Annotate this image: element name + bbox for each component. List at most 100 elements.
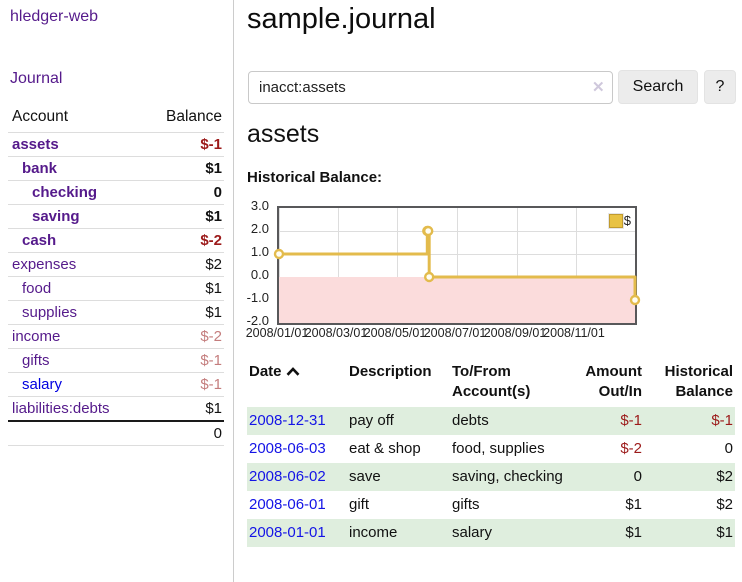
- transaction-accounts: saving, checking: [452, 468, 563, 485]
- data-point-marker: [629, 294, 641, 306]
- account-link-cash[interactable]: cash: [22, 232, 57, 249]
- transaction-description: eat & shop: [349, 440, 421, 457]
- clear-search-icon[interactable]: ✕: [592, 79, 605, 96]
- account-cell: saving: [8, 204, 145, 229]
- transaction-date-cell: 2008-01-01: [247, 519, 347, 547]
- account-link-liabilities-debts[interactable]: liabilities:debts: [12, 400, 110, 417]
- transaction-balance: $2: [716, 468, 733, 485]
- account-cell: gifts: [8, 348, 145, 373]
- transaction-date-cell: 2008-12-31: [247, 407, 347, 435]
- register-header-description: Description: [349, 363, 432, 380]
- account-balance: $1: [144, 276, 224, 301]
- account-cell: liabilities:debts: [8, 396, 145, 422]
- transaction-date-cell: 2008-06-01: [247, 491, 347, 519]
- account-balance: $1: [144, 156, 224, 181]
- balance-chart: $: [273, 206, 641, 325]
- account-row: gifts $-1: [8, 348, 224, 373]
- transaction-date-cell: 2008-06-02: [247, 463, 347, 491]
- brand-link[interactable]: hledger-web: [10, 8, 99, 25]
- transaction-description: pay off: [349, 412, 394, 429]
- register-header-accounts: To/From Account(s): [452, 363, 531, 400]
- account-cell: salary: [8, 372, 145, 397]
- gridline-v: [279, 208, 280, 323]
- account-balance: 0: [144, 180, 224, 205]
- sidebar-item-journal[interactable]: Journal: [10, 70, 63, 87]
- chart-series: [273, 225, 641, 306]
- transaction-description: income: [349, 524, 398, 541]
- y-tick-label: 3.0: [250, 198, 269, 213]
- account-cell: expenses: [8, 252, 145, 277]
- register-table: Date Description To/From Account(s) Amou…: [247, 357, 735, 547]
- sidebar-divider: [233, 0, 234, 582]
- sort-ascending-icon: [286, 362, 300, 382]
- account-balance: $2: [144, 252, 224, 277]
- transaction-accounts: gifts: [452, 496, 480, 513]
- account-link-saving[interactable]: saving: [32, 208, 80, 225]
- transaction-row: 2008-06-03 eat & shop food, supplies $-2 0: [247, 435, 735, 463]
- search-button[interactable]: Search: [618, 70, 698, 104]
- x-tick-label: 2008/09/01: [483, 326, 547, 340]
- chart-x-axis-labels: 2008/01/01 2008/03/01 2008/05/01 2008/07/01…: [246, 326, 633, 342]
- gridline-v: [457, 208, 458, 323]
- x-tick-label: 2008/07/01: [423, 326, 487, 340]
- y-tick-label: -1.0: [246, 290, 269, 305]
- accounts-total-spacer: [8, 420, 145, 446]
- transaction-balance: 0: [724, 440, 733, 457]
- account-link-salary[interactable]: salary: [22, 376, 63, 393]
- register-header-date[interactable]: Date: [247, 357, 347, 407]
- page-title: sample.journal: [247, 3, 436, 35]
- account-row: income $-2: [8, 324, 224, 349]
- transaction-amount: 0: [633, 468, 642, 485]
- account-link-checking[interactable]: checking: [32, 184, 98, 201]
- gridline-v: [576, 208, 577, 323]
- chart-title: Historical Balance:: [247, 169, 383, 186]
- transaction-date-link[interactable]: 2008-12-31: [249, 412, 326, 429]
- account-link-income[interactable]: income: [12, 328, 61, 345]
- account-balance: $1: [144, 396, 224, 422]
- account-link-expenses[interactable]: expenses: [12, 256, 77, 273]
- account-balance: $1: [144, 204, 224, 229]
- accounts-total-value: 0: [144, 420, 224, 446]
- account-row: assets $-1: [8, 132, 224, 157]
- register-header-row: Date Description To/From Account(s) Amou…: [247, 357, 735, 407]
- account-link-supplies[interactable]: supplies: [22, 304, 78, 321]
- transaction-date-link[interactable]: 2008-06-03: [249, 440, 326, 457]
- account-link-food[interactable]: food: [22, 280, 52, 297]
- chart-y-axis-labels: 3.0 2.0 1.0 0.0 -1.0 -2.0: [240, 198, 273, 328]
- account-cell: food: [8, 276, 145, 301]
- x-tick-label: 2008/01/01: [245, 326, 309, 340]
- register-header-amount: Amount Out/In: [585, 363, 642, 400]
- chart-legend: $: [607, 212, 631, 229]
- transaction-balance: $-1: [711, 412, 733, 429]
- account-heading: assets: [247, 120, 320, 148]
- account-row: expenses $2: [8, 252, 224, 277]
- account-link-assets[interactable]: assets: [12, 136, 59, 153]
- y-tick-label: 0.0: [250, 267, 269, 282]
- account-link-gifts[interactable]: gifts: [22, 352, 50, 369]
- negshade: [279, 277, 635, 323]
- transaction-row: 2008-12-31 pay off debts $-1 $-1: [247, 407, 735, 435]
- account-balance: $-2: [144, 228, 224, 253]
- gridline-v: [338, 208, 339, 323]
- account-link-bank[interactable]: bank: [22, 160, 58, 177]
- transaction-date-cell: 2008-06-03: [247, 435, 347, 463]
- account-cell: income: [8, 324, 145, 349]
- x-tick-label: 2008/03/01: [304, 326, 368, 340]
- x-tick-label: 2008/05/01: [363, 326, 427, 340]
- transaction-row: 2008-01-01 income salary $1 $1: [247, 519, 735, 547]
- transaction-date-link[interactable]: 2008-06-01: [249, 496, 326, 513]
- transaction-date-link[interactable]: 2008-06-02: [249, 468, 326, 485]
- help-button[interactable]: ?: [704, 70, 736, 104]
- transaction-accounts: debts: [452, 412, 489, 429]
- account-row: cash $-2: [8, 228, 224, 253]
- y-tick-label: 1.0: [250, 244, 269, 259]
- account-row: checking 0: [8, 180, 224, 205]
- account-row: saving $1: [8, 204, 224, 229]
- transaction-amount: $-1: [620, 412, 642, 429]
- legend-label: $: [623, 213, 631, 228]
- account-row: salary $-1: [8, 372, 224, 397]
- x-tick-label: 2008/11/01: [543, 326, 605, 340]
- transaction-date-link[interactable]: 2008-01-01: [249, 524, 326, 541]
- account-balance: $-2: [144, 324, 224, 349]
- search-input[interactable]: [248, 71, 613, 104]
